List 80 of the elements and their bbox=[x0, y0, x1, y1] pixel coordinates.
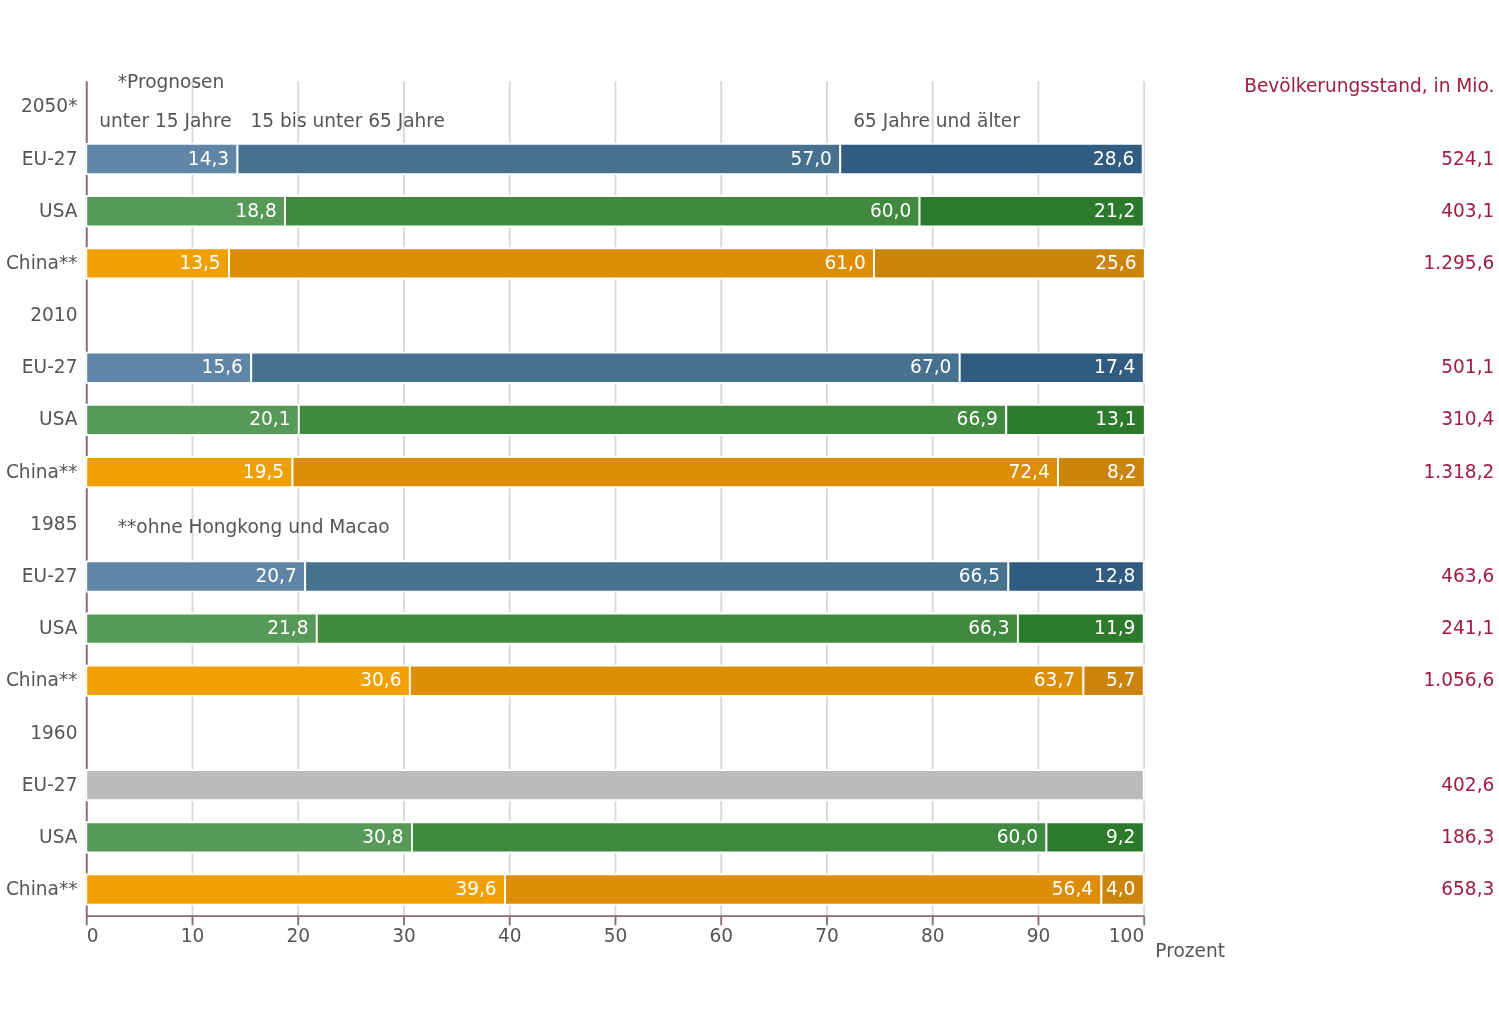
data-label: 21,8 bbox=[267, 617, 309, 639]
data-label: 20,1 bbox=[249, 408, 291, 430]
data-label: 60,0 bbox=[869, 199, 912, 221]
text: 186,3 bbox=[1441, 825, 1495, 847]
x-tick-label: 70 bbox=[815, 925, 839, 947]
y-tick-label: EU-27 bbox=[21, 356, 78, 378]
x-tick-label: 10 bbox=[180, 925, 205, 947]
x-tick-label: 30 bbox=[392, 925, 416, 947]
x-tick-label: 80 bbox=[920, 925, 945, 947]
y-tick-label: 1985 bbox=[30, 512, 78, 534]
y-tick-label: China** bbox=[5, 669, 78, 691]
data-label: 15,6 bbox=[201, 356, 243, 378]
text: 403,1 bbox=[1441, 199, 1495, 221]
data-label: 21,2 bbox=[1094, 199, 1136, 221]
y-tick-label: China** bbox=[5, 460, 78, 482]
data-label: 13,1 bbox=[1095, 408, 1137, 430]
data-label: 72,4 bbox=[1008, 460, 1050, 482]
text: 1.295,6 bbox=[1423, 251, 1495, 273]
data-label: 11,9 bbox=[1094, 617, 1136, 639]
data-label: 18,8 bbox=[235, 199, 277, 221]
annotation: *Prognosen bbox=[117, 71, 225, 93]
series-label: 65 Jahre und älter bbox=[853, 110, 1021, 132]
data-label: 30,8 bbox=[362, 825, 404, 847]
x-tick-label: 0 bbox=[86, 925, 99, 947]
data-label: 57,0 bbox=[790, 147, 832, 169]
x-tick-label: 60 bbox=[709, 925, 734, 947]
data-label: 8,2 bbox=[1106, 460, 1137, 482]
y-tick-label: 2050* bbox=[20, 95, 78, 117]
series-label: 15 bis unter 65 Jahre bbox=[250, 110, 445, 132]
y-tick-label: China** bbox=[5, 251, 78, 273]
data-label: 66,3 bbox=[968, 617, 1010, 639]
text: Bevölkerungsstand, in Mio. bbox=[1244, 75, 1495, 97]
data-label: 13,5 bbox=[179, 251, 221, 273]
y-tick-label: USA bbox=[39, 408, 78, 430]
data-label: 67,0 bbox=[910, 356, 952, 378]
annotation: **ohne Hongkong und Macao bbox=[117, 515, 390, 537]
x-tick-label: 20 bbox=[286, 925, 311, 947]
data-label: 19,5 bbox=[242, 460, 285, 482]
y-tick-label: China** bbox=[5, 878, 78, 900]
x-tick-label: 100 bbox=[1108, 925, 1145, 947]
text: 1.056,6 bbox=[1423, 669, 1495, 691]
data-label: 56,4 bbox=[1051, 878, 1094, 900]
text: 524,1 bbox=[1441, 147, 1495, 169]
data-label: 28,6 bbox=[1093, 147, 1135, 169]
data-label: 61,0 bbox=[824, 251, 866, 273]
text: 310,4 bbox=[1441, 408, 1495, 430]
bar bbox=[85, 769, 1145, 802]
x-tick-label: 50 bbox=[603, 925, 628, 947]
data-label: 12,8 bbox=[1094, 565, 1136, 587]
text: 402,6 bbox=[1441, 773, 1495, 795]
data-label: 14,3 bbox=[187, 147, 230, 169]
y-tick-label: EU-27 bbox=[21, 147, 78, 169]
data-label: 66,9 bbox=[956, 408, 998, 430]
y-tick-label: USA bbox=[39, 825, 78, 847]
data-label: 25,6 bbox=[1095, 251, 1137, 273]
text: 241,1 bbox=[1441, 617, 1495, 639]
data-label: 66,5 bbox=[958, 565, 1001, 587]
data-label: 20,7 bbox=[255, 565, 297, 587]
x-tick-label: 90 bbox=[1026, 925, 1051, 947]
data-label: 17,4 bbox=[1094, 356, 1136, 378]
data-label: 39,6 bbox=[455, 878, 497, 900]
x-axis-title: Prozent bbox=[1155, 939, 1225, 961]
data-label: 63,7 bbox=[1033, 669, 1076, 691]
data-label: 60,0 bbox=[996, 825, 1039, 847]
text: 658,3 bbox=[1441, 878, 1495, 900]
y-tick-label: EU-27 bbox=[21, 565, 78, 587]
text: 463,6 bbox=[1441, 565, 1495, 587]
text: 501,1 bbox=[1441, 356, 1495, 378]
y-tick-label: 2010 bbox=[30, 304, 78, 326]
y-tick-label: EU-27 bbox=[21, 773, 78, 795]
data-label: 30,6 bbox=[360, 669, 402, 691]
y-tick-label: 1960 bbox=[30, 721, 78, 743]
data-label: 9,2 bbox=[1105, 825, 1136, 847]
data-label: 5,7 bbox=[1105, 669, 1136, 691]
x-tick-label: 40 bbox=[497, 925, 522, 947]
data-label: 4,0 bbox=[1105, 878, 1136, 900]
y-tick-label: USA bbox=[39, 617, 78, 639]
y-tick-label: USA bbox=[39, 199, 78, 221]
text: 1.318,2 bbox=[1423, 460, 1495, 482]
series-label: unter 15 Jahre bbox=[99, 110, 232, 132]
